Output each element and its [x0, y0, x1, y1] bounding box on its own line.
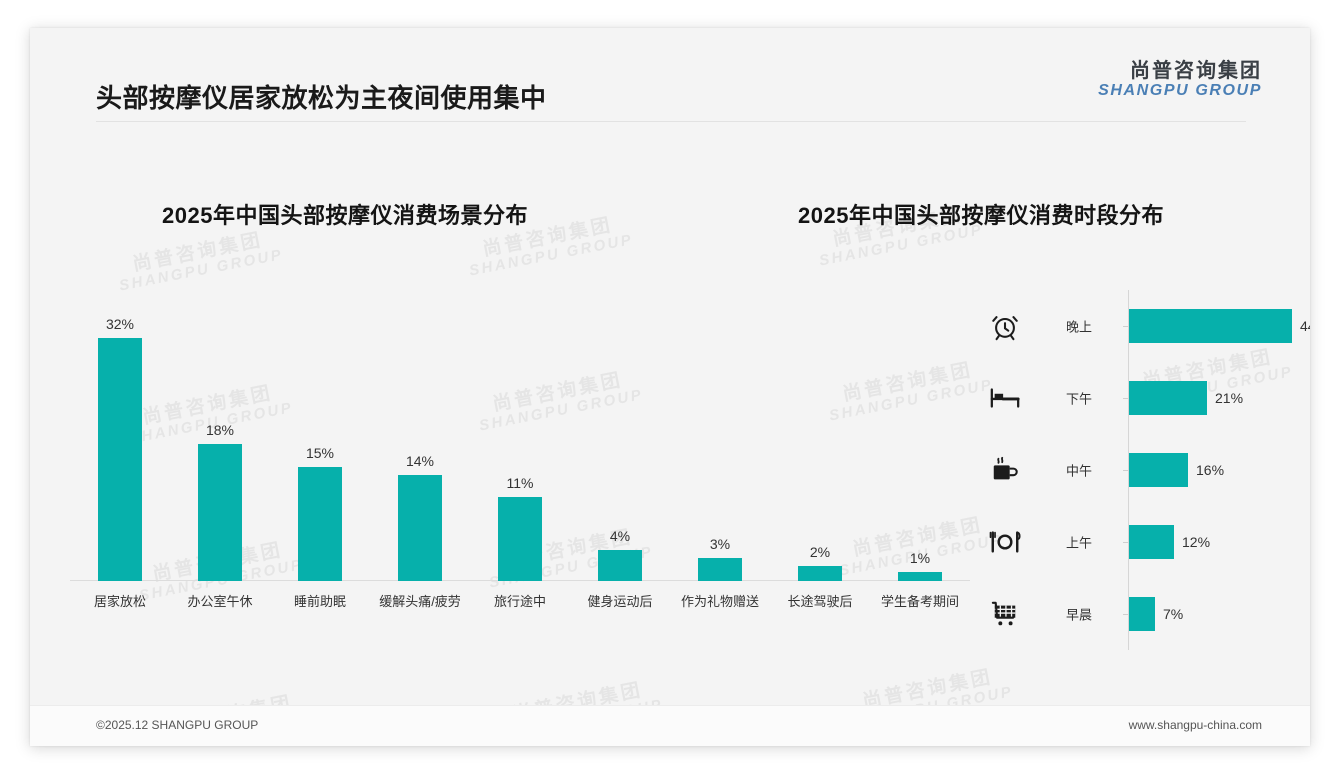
bar-category-label: 早晨 [1066, 607, 1093, 623]
bar-row: 中午 16% [970, 434, 1300, 506]
column-group: 15% 睡前助眠 [270, 315, 370, 618]
horizontal-bar[interactable] [1129, 381, 1207, 415]
column-value-label: 2% [809, 544, 831, 560]
header-divider [96, 121, 1246, 122]
column-group: 18% 办公室午休 [170, 315, 270, 618]
left-chart-title: 2025年中国头部按摩仪消费场景分布 [162, 203, 528, 228]
bar-value-label: 16% [1196, 462, 1225, 478]
column-category-label: 学生备考期间 [880, 594, 960, 609]
column-bar-wrap: 14% [370, 315, 470, 581]
column-bar[interactable]: 2% [798, 544, 842, 581]
alarm-clock-icon [988, 309, 1022, 343]
horizontal-bar[interactable] [1129, 453, 1188, 487]
column-bar[interactable]: 32% [98, 316, 142, 581]
column-bar-wrap: 3% [670, 315, 770, 581]
column-category-label: 睡前助眠 [293, 594, 347, 609]
brand-name-cn: 尚普咨询集团 [1130, 60, 1262, 82]
column-value-label: 11% [506, 475, 534, 491]
column-category-label: 健身运动后 [587, 594, 653, 609]
bed-icon [988, 381, 1022, 415]
column-chart: 32% 居家放松 18% 办公室午休 15% 睡前助眠 [48, 278, 978, 618]
slide-card: 尚普咨询集团 SHANGPU GROUP 尚普咨询集团 SHANGPU GROU… [30, 28, 1310, 746]
bar-value-label: 12% [1182, 534, 1211, 550]
column-value-label: 18% [205, 422, 235, 438]
bar-row: 下午 21% [970, 362, 1300, 434]
column-bar-wrap: 32% [70, 315, 170, 581]
axis-tick [1123, 614, 1128, 615]
column-bar-wrap: 11% [470, 315, 570, 581]
column-bar[interactable]: 4% [598, 528, 642, 581]
slide-header: 头部按摩仪居家放松为主夜间使用集中 尚普咨询集团 SHANGPU GROUP [30, 28, 1310, 121]
column-value-label: 3% [709, 536, 731, 552]
column-bar[interactable]: 15% [298, 445, 342, 581]
axis-tick [1123, 398, 1128, 399]
column-group: 1% 学生备考期间 [870, 315, 970, 618]
bar-category-label: 上午 [1066, 535, 1093, 551]
watermark-en: SHANGPU GROUP [467, 231, 635, 280]
column-group: 14% 缓解头痛/疲劳 [370, 315, 470, 618]
column-category-label: 长途驾驶后 [787, 594, 853, 609]
footer-website-link[interactable]: www.shangpu-china.com [1128, 718, 1262, 732]
bar-value-label: 44% [1300, 318, 1310, 334]
horizontal-bar-chart: 晚上 44% 下午 21% [970, 290, 1310, 650]
column-group: 4% 健身运动后 [570, 315, 670, 618]
coffee-cup-icon [988, 453, 1022, 487]
column-group: 11% 旅行途中 [470, 315, 570, 618]
bar-row: 上午 12% [970, 506, 1300, 578]
shopping-cart-icon [988, 597, 1022, 631]
column-group: 32% 居家放松 [70, 315, 170, 618]
bar-chart-axis [1128, 290, 1129, 650]
column-value-label: 4% [609, 528, 631, 544]
column-bar-wrap: 18% [170, 315, 270, 581]
column-value-label: 15% [305, 445, 335, 461]
axis-tick [1123, 542, 1128, 543]
column-bar-wrap: 1% [870, 315, 970, 581]
bar-row: 晚上 44% [970, 290, 1310, 362]
brand-logo: 尚普咨询集团 SHANGPU GROUP [1098, 60, 1262, 100]
watermark-cn: 尚普咨询集团 [130, 229, 265, 276]
axis-tick [1123, 470, 1128, 471]
horizontal-bar[interactable] [1129, 597, 1155, 631]
bar-category-label: 下午 [1066, 391, 1093, 407]
column-group: 2% 长途驾驶后 [770, 315, 870, 618]
page-title: 头部按摩仪居家放松为主夜间使用集中 [96, 83, 547, 113]
footer-bar: ©2025.12 SHANGPU GROUP www.shangpu-china… [30, 705, 1310, 746]
horizontal-bar[interactable] [1129, 309, 1292, 343]
bar-row: 早晨 7% [970, 578, 1300, 650]
column-bar[interactable]: 1% [898, 550, 942, 581]
horizontal-bar[interactable] [1129, 525, 1174, 559]
footer-copyright: ©2025.12 SHANGPU GROUP [96, 718, 259, 732]
column-category-label: 作为礼物赠送 [680, 594, 760, 609]
column-category-label: 缓解头痛/疲劳 [379, 594, 461, 609]
dining-utensils-icon [988, 525, 1022, 559]
column-category-label: 居家放松 [93, 594, 147, 609]
axis-tick [1123, 326, 1128, 327]
column-category-label: 办公室午休 [187, 594, 253, 609]
bar-category-label: 晚上 [1066, 319, 1093, 335]
bar-category-label: 中午 [1066, 463, 1093, 479]
column-bar[interactable]: 3% [698, 536, 742, 581]
column-group: 3% 作为礼物赠送 [670, 315, 770, 618]
brand-name-en: SHANGPU GROUP [1098, 82, 1262, 100]
column-value-label: 1% [909, 550, 931, 566]
column-category-label: 旅行途中 [493, 594, 547, 609]
column-bar[interactable]: 14% [398, 453, 442, 581]
bar-value-label: 21% [1215, 390, 1244, 406]
column-bar[interactable]: 18% [198, 422, 242, 581]
column-value-label: 32% [105, 316, 135, 332]
column-bar-wrap: 15% [270, 315, 370, 581]
column-value-label: 14% [405, 453, 435, 469]
bar-value-label: 7% [1163, 606, 1184, 622]
right-chart-title: 2025年中国头部按摩仪消费时段分布 [798, 203, 1164, 228]
column-bar-wrap: 4% [570, 315, 670, 581]
column-bar[interactable]: 11% [498, 475, 542, 581]
column-bar-wrap: 2% [770, 315, 870, 581]
